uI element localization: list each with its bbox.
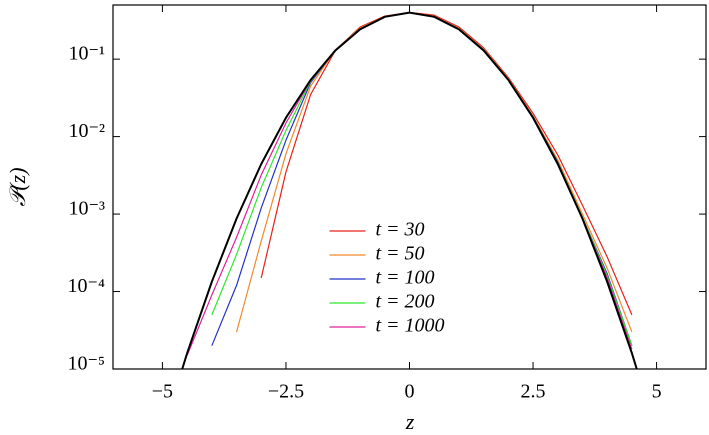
y-tick-label: 10⁻² [68,120,105,142]
plot-area [181,11,638,369]
y-tick-label: 10⁻⁴ [67,275,105,297]
legend-label: t = 1000 [376,315,445,337]
y-tick-label: 10⁻³ [68,198,105,220]
legend-label: t = 200 [376,291,435,313]
legend-label: t = 50 [376,243,425,265]
x-tick-label: 5 [652,381,662,403]
series-line [181,11,638,369]
x-tick-label: −5 [152,381,173,403]
x-axis-label: z [405,409,415,434]
legend-label: t = 30 [376,219,425,241]
x-tick-label: 0 [405,381,415,403]
series-line [260,11,633,316]
x-tick-label: −2.5 [268,381,304,403]
y-tick-label: 10⁻⁵ [67,353,105,375]
y-axis-label: 𝒫(z) [5,167,30,206]
x-tick-label: 2.5 [521,381,546,403]
legend-label: t = 100 [376,267,435,289]
y-tick-label: 10⁻¹ [68,43,105,65]
